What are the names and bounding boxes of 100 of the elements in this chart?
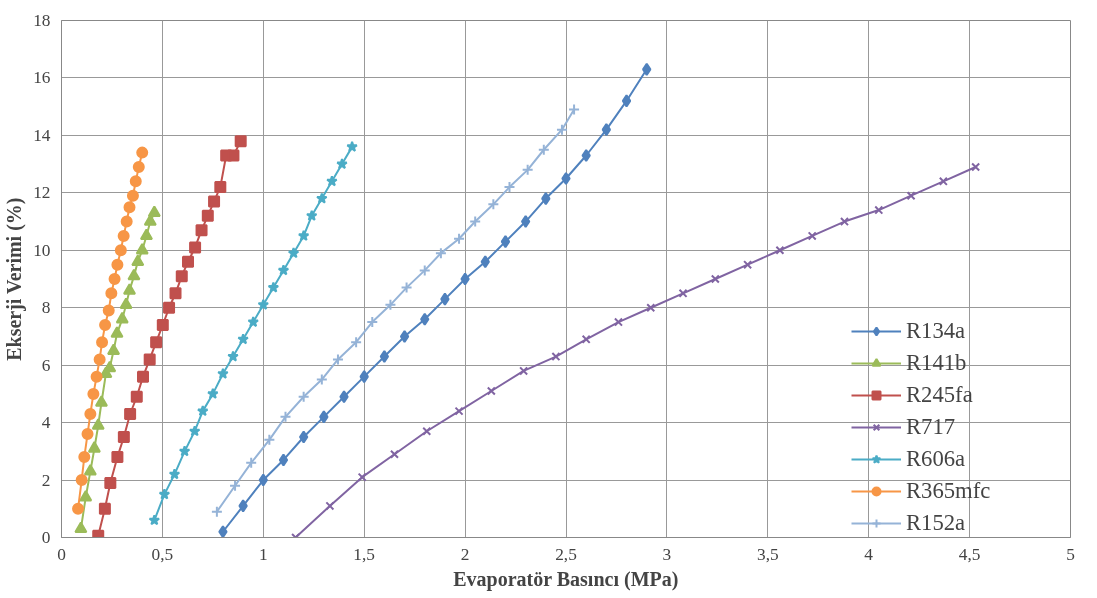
point — [78, 451, 91, 464]
point — [156, 318, 169, 331]
point — [217, 367, 229, 379]
point — [319, 410, 329, 424]
point — [520, 215, 531, 229]
y-tick-label: 4 — [41, 413, 51, 433]
point — [325, 501, 335, 511]
point — [238, 499, 248, 513]
y-tick-label: 8 — [41, 298, 51, 318]
point — [379, 350, 390, 364]
point — [642, 62, 652, 76]
point — [389, 449, 400, 459]
x-axis-title: Evaporatör Basıncı (MPa) — [453, 567, 679, 591]
x-tick-label: 1,5 — [353, 544, 376, 564]
point — [147, 205, 161, 218]
point — [197, 405, 209, 417]
point — [135, 242, 149, 255]
y-tick-label: 18 — [33, 11, 51, 30]
x-tick-label: 4 — [864, 544, 874, 564]
y-axis-title: Ekserji Verimi (%) — [3, 197, 27, 361]
point — [81, 428, 94, 441]
point — [111, 258, 124, 271]
point — [123, 201, 136, 214]
point — [601, 123, 612, 137]
point — [127, 268, 141, 281]
y-tick-label: 2 — [41, 470, 51, 490]
point — [906, 191, 916, 201]
point — [486, 386, 496, 396]
point — [399, 329, 410, 343]
point — [75, 474, 88, 487]
point — [400, 281, 413, 294]
point — [521, 163, 534, 176]
point — [94, 395, 108, 407]
point — [201, 209, 214, 222]
point — [114, 244, 127, 257]
point — [359, 370, 369, 384]
point — [98, 502, 111, 515]
point — [519, 366, 529, 376]
point — [208, 195, 221, 208]
point — [298, 430, 309, 444]
point — [743, 260, 753, 270]
point — [107, 343, 121, 355]
point — [350, 336, 363, 349]
point — [103, 360, 117, 373]
point — [130, 390, 143, 403]
x-tick-label: 4,5 — [958, 544, 981, 564]
x-tick-label: 0,5 — [151, 544, 174, 564]
point — [210, 505, 223, 518]
point — [105, 287, 118, 300]
point — [74, 521, 88, 534]
point — [710, 274, 720, 284]
point — [938, 176, 948, 186]
point — [613, 317, 623, 327]
point — [115, 311, 129, 324]
point — [132, 160, 145, 173]
point — [305, 209, 318, 221]
point — [621, 94, 632, 108]
point — [807, 231, 817, 241]
point — [646, 303, 656, 313]
point — [139, 228, 153, 241]
point — [279, 410, 292, 423]
point — [581, 334, 591, 344]
point — [357, 472, 367, 482]
point — [168, 468, 181, 480]
point — [227, 149, 240, 162]
point — [110, 326, 124, 338]
point — [84, 408, 97, 420]
y-tick-label: 0 — [41, 528, 51, 547]
legend-label: R606a — [906, 445, 966, 473]
point — [384, 298, 397, 311]
point — [137, 370, 150, 383]
point — [418, 264, 431, 277]
point — [175, 270, 188, 283]
point — [87, 387, 100, 400]
x-tick-label: 0 — [57, 544, 66, 564]
x-tick-label: 2,5 — [555, 544, 577, 564]
x-tick-label: 5 — [1066, 544, 1075, 564]
point — [874, 205, 884, 215]
point — [541, 192, 551, 206]
legend-label: R152a — [906, 509, 966, 537]
legend-label: R245fa — [906, 381, 973, 409]
point — [131, 254, 145, 266]
point — [143, 214, 157, 226]
point — [119, 297, 133, 310]
x-tick-label: 1 — [258, 544, 268, 564]
point — [108, 273, 121, 285]
point — [189, 241, 202, 254]
point — [188, 425, 201, 437]
y-tick-label: 10 — [33, 240, 51, 260]
point — [102, 304, 115, 317]
point — [96, 336, 109, 349]
point — [678, 288, 688, 298]
point — [117, 430, 130, 443]
x-tick-label: 3,5 — [756, 544, 779, 564]
y-tick-label: 14 — [33, 125, 51, 145]
point — [79, 489, 93, 502]
point — [72, 502, 85, 515]
point — [346, 140, 358, 152]
point — [99, 318, 112, 331]
point — [263, 433, 276, 446]
